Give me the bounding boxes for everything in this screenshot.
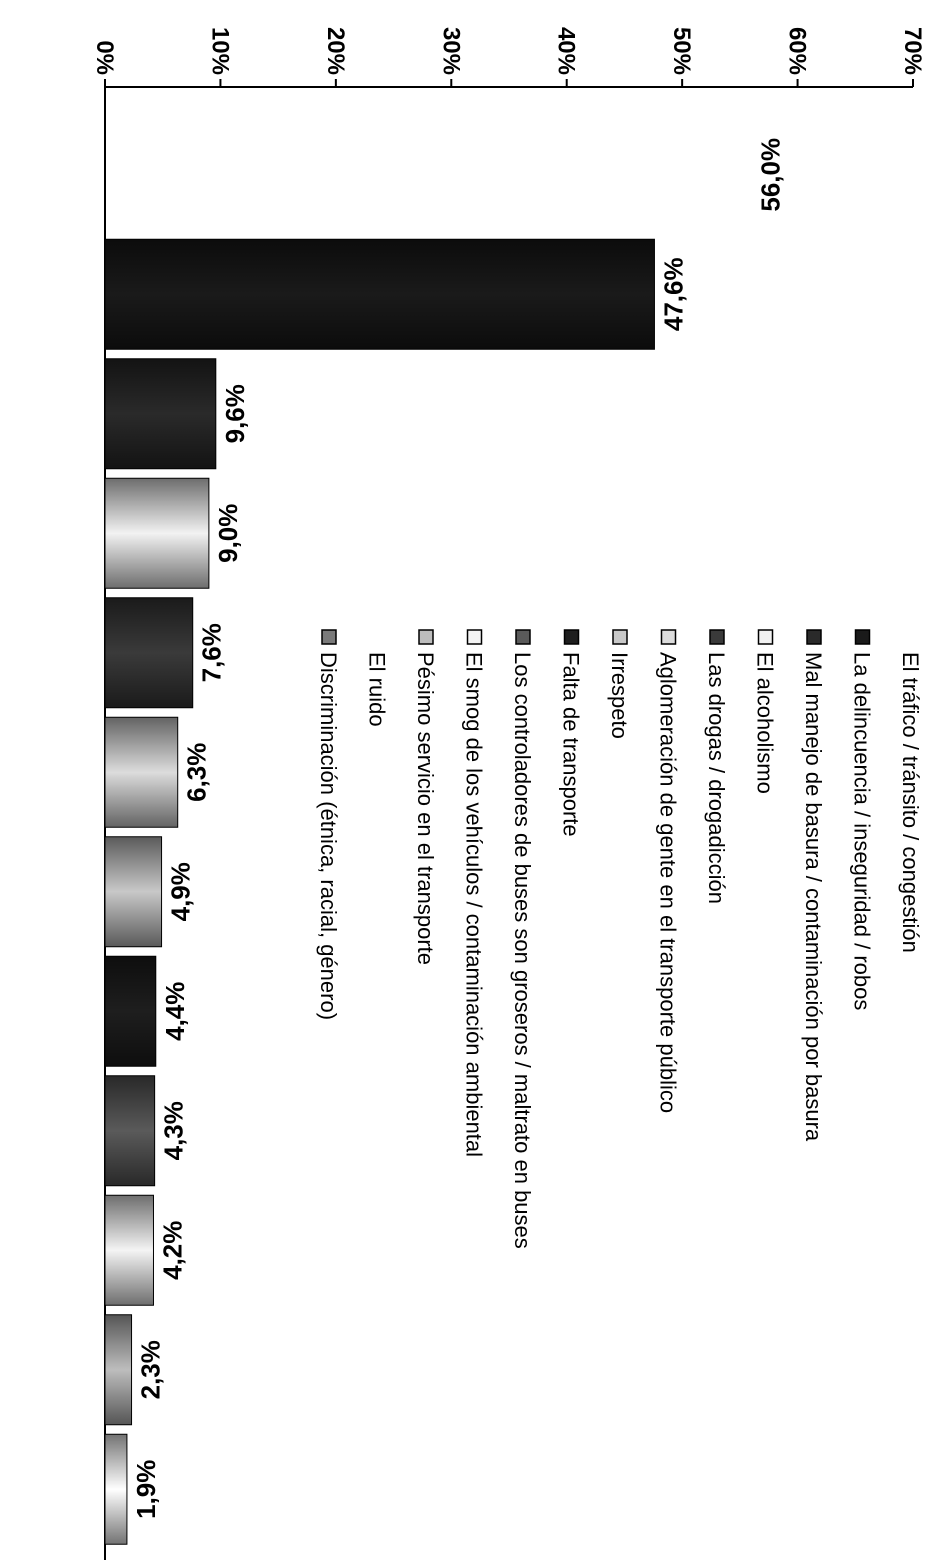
legend-entry: Discriminación (étnica, racial, género) <box>316 629 341 1020</box>
bar-shading <box>105 239 655 350</box>
bar-shading <box>104 597 193 708</box>
bar-shading <box>105 1314 132 1425</box>
y-tick-label: 70% <box>899 27 926 75</box>
bar-shading <box>104 836 162 947</box>
bar-shading <box>105 1434 127 1545</box>
data-label: 4,2% <box>157 1221 187 1280</box>
legend-entry: Pésimo servicio en el transporte <box>413 629 438 965</box>
legend-label: El alcoholismo <box>753 652 778 794</box>
data-label: 9,0% <box>213 504 243 563</box>
legend-entry: El ruido <box>365 652 390 727</box>
legend-entry: Aglomeración de gente en el transporte p… <box>656 629 681 1113</box>
y-tick-label: 20% <box>322 27 349 75</box>
y-tick-label: 60% <box>784 27 811 75</box>
legend-marker <box>515 629 531 645</box>
legend-label: Mal manejo de basura / contaminación por… <box>801 652 826 1142</box>
y-tick-label: 40% <box>553 27 580 75</box>
y-tick-label: 30% <box>437 27 464 75</box>
y-tick-label: 10% <box>206 27 233 75</box>
legend-label: El ruido <box>365 652 390 727</box>
legend-label: Irrespeto <box>607 652 632 739</box>
legend-marker <box>418 629 434 645</box>
legend-marker <box>806 629 822 645</box>
legend-marker <box>660 629 677 645</box>
legend-marker <box>757 629 774 645</box>
legend-entry: Los controladores de buses son groseros … <box>510 629 535 1249</box>
legend: El tráfico / tránsito / congestión La del… <box>316 629 923 1249</box>
data-label: 47,6% <box>658 257 688 331</box>
legend-entry: Mal manejo de basura / contaminación por… <box>801 629 826 1142</box>
bar-shading <box>104 1195 154 1306</box>
legend-entry: El smog de los vehículos / contaminación… <box>462 629 487 1157</box>
bar-shading <box>104 1075 155 1186</box>
data-label: 6,3% <box>182 743 212 802</box>
legend-label: Falta de transporte <box>559 652 584 837</box>
legend-label: Pésimo servicio en el transporte <box>413 652 438 965</box>
legend-marker <box>563 629 580 645</box>
legend-label: Aglomeración de gente en el transporte p… <box>656 652 681 1113</box>
legend-entry: El alcoholismo <box>753 629 778 794</box>
legend-label: El smog de los vehículos / contaminación… <box>462 652 487 1157</box>
y-axis-ticks: 0% 10% 20% 30% 40% 50% 60% 70% <box>91 27 926 87</box>
value-labels: 56,0% 47,6% 9,6% 9,0% 7,6% 6,3% 4,9% 4,4% 4,3% 4,… <box>131 138 785 1519</box>
data-label: 4,3% <box>159 1101 189 1160</box>
bar-shading <box>104 358 216 469</box>
legend-marker <box>466 629 483 645</box>
legend-label: El tráfico / tránsito / congestión <box>898 652 923 953</box>
bar-shading <box>104 717 178 828</box>
legend-marker <box>709 629 725 645</box>
legend-label: Las drogas / drogadicción <box>704 652 729 904</box>
data-label: 1,9% <box>131 1460 161 1519</box>
legend-entry: Falta de transporte <box>559 629 584 837</box>
bar-shading <box>105 478 209 589</box>
data-label: 7,6% <box>197 623 227 682</box>
legend-entry: Las drogas / drogadicción <box>704 629 729 904</box>
data-label: 9,6% <box>220 384 250 443</box>
legend-marker <box>854 629 871 645</box>
legend-label: Los controladores de buses son groseros … <box>510 652 535 1249</box>
data-label: 4,4% <box>160 982 190 1041</box>
legend-label: Discriminación (étnica, racial, género) <box>316 652 341 1020</box>
bars <box>104 238 655 1545</box>
legend-entry: La delincuencia / inseguridad / robos <box>850 629 875 1010</box>
y-tick-label: 50% <box>668 27 695 75</box>
legend-entry: Irrespeto <box>607 629 632 739</box>
legend-marker <box>321 629 337 645</box>
data-label: 2,3% <box>136 1340 166 1399</box>
data-label: 56,0% <box>755 138 785 212</box>
bar-shading <box>105 956 156 1067</box>
data-label: 4,9% <box>166 862 196 921</box>
legend-entry: El tráfico / tránsito / congestión <box>898 652 923 953</box>
legend-label: La delincuencia / inseguridad / robos <box>850 652 875 1010</box>
y-tick-label: 0% <box>91 40 118 75</box>
legend-marker <box>612 629 628 645</box>
